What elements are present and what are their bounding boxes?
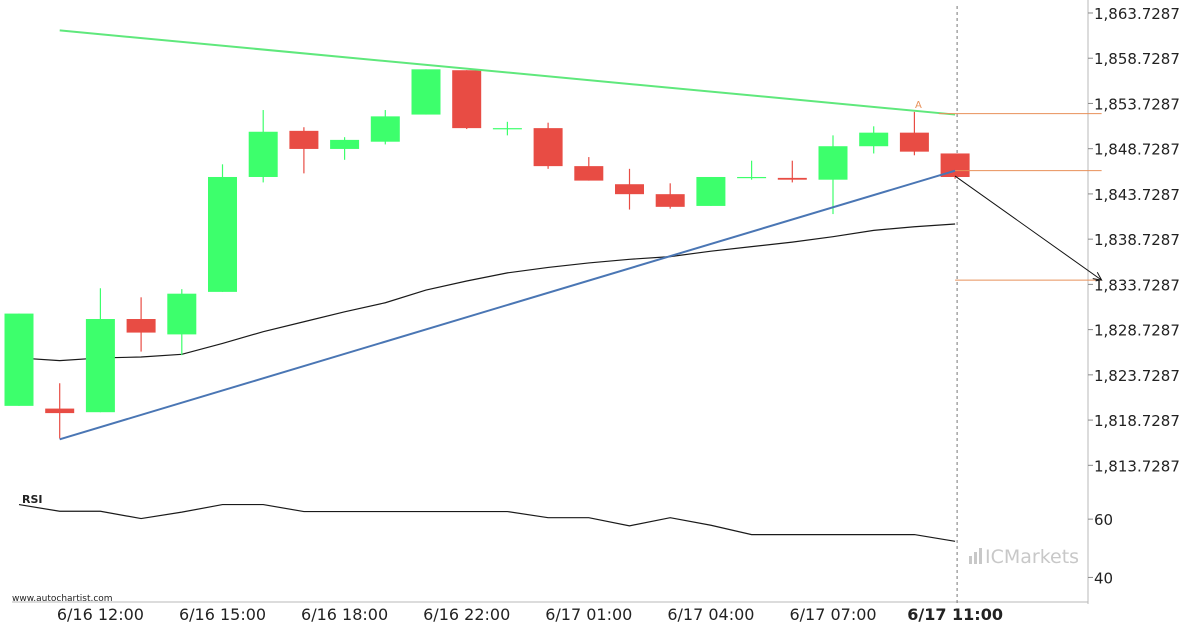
candle	[330, 137, 360, 160]
price-tick-label: 1,818.7287	[1094, 412, 1180, 430]
candle	[940, 153, 970, 179]
candle	[696, 176, 726, 206]
candle-body	[126, 319, 156, 333]
candle-body	[574, 166, 604, 181]
resistance-trendline	[59, 29, 956, 116]
price-tick-label: 1,823.7287	[1094, 367, 1180, 385]
candle	[248, 110, 278, 183]
time-tick-label: 6/17 01:00	[545, 605, 632, 624]
price-tick-label: 1,863.7287	[1094, 5, 1180, 23]
watermark: ICMarkets	[969, 546, 1079, 568]
candle-body	[655, 194, 685, 207]
candle-body	[370, 116, 400, 142]
rsi-line	[18, 503, 956, 542]
time-tick-label: 6/17 04:00	[667, 605, 754, 624]
candle-body	[45, 408, 75, 414]
candle	[167, 289, 197, 356]
forecast-arrow-head	[1092, 271, 1103, 281]
candle-body	[533, 128, 563, 167]
candle	[126, 297, 156, 352]
candle	[615, 168, 644, 210]
time-tick-label: 6/16 12:00	[57, 605, 144, 624]
candle	[859, 126, 889, 154]
candle	[208, 164, 237, 292]
candle-body	[492, 128, 522, 130]
candle-body	[737, 176, 767, 179]
candle	[411, 69, 441, 115]
source-label: www.autochartist.com	[12, 594, 113, 604]
rsi-tick-label: 60	[1094, 511, 1113, 529]
candle-body	[452, 70, 482, 129]
candle-body	[777, 177, 807, 180]
time-tick-label: 6/16 18:00	[301, 605, 388, 624]
candle-body	[330, 139, 360, 149]
axes-layer: 1,863.7287 1,858.7287 1,853.7287 1,848.7287…	[57, 5, 1180, 624]
candle-body	[411, 69, 441, 115]
price-tick-label: 1,853.7287	[1094, 95, 1180, 113]
watermark-text: ICMarkets	[985, 546, 1079, 568]
price-tick-label: 1,828.7287	[1094, 322, 1180, 340]
time-tick-label: 6/17 11:00	[907, 605, 1003, 624]
forecast-arrow-line	[954, 175, 1102, 281]
rsi-panel: RSI	[18, 493, 956, 542]
candle-body	[859, 132, 889, 147]
price-tick-label: 1,813.7287	[1094, 457, 1180, 475]
candle	[452, 70, 482, 130]
time-tick-label: 6/16 22:00	[423, 605, 510, 624]
candle	[533, 122, 563, 169]
support-trendline	[59, 169, 956, 441]
moving-average-layer	[18, 223, 956, 362]
price-tick-label: 1,838.7287	[1094, 231, 1180, 249]
candle	[370, 110, 400, 145]
price-tick-label: 1,843.7287	[1094, 186, 1180, 204]
moving-average-line	[18, 223, 956, 362]
candle-body	[208, 176, 237, 292]
candle-body	[818, 146, 848, 180]
candle	[4, 313, 34, 406]
grid-layer	[12, 0, 1089, 604]
pattern-overlay-layer: A	[59, 29, 1103, 441]
candle	[777, 160, 807, 183]
candle-body	[696, 176, 726, 206]
candle-body	[4, 313, 34, 406]
candle-body	[167, 293, 197, 335]
candle	[492, 121, 522, 136]
candle	[574, 157, 604, 181]
candle-body	[85, 319, 115, 413]
price-tick-label: 1,848.7287	[1094, 141, 1180, 159]
watermark-bars-icon	[969, 548, 982, 564]
candle-body	[289, 130, 319, 149]
price-tick-label: 1,833.7287	[1094, 276, 1180, 294]
time-tick-label: 6/17 07:00	[789, 605, 876, 624]
candle	[289, 127, 319, 174]
candle-body	[899, 132, 929, 152]
candle	[899, 111, 929, 156]
rsi-tick-label: 40	[1094, 569, 1113, 587]
candle	[818, 135, 848, 215]
price-tick-label: 1,858.7287	[1094, 50, 1180, 68]
candle	[85, 288, 115, 413]
candle	[45, 383, 75, 439]
candle-body	[248, 131, 278, 177]
rsi-label: RSI	[22, 493, 43, 506]
pattern-marker-label: A	[915, 100, 922, 111]
candle	[737, 160, 767, 180]
candle-body	[615, 184, 644, 195]
candles-layer	[4, 69, 970, 439]
candle	[655, 183, 685, 209]
time-tick-label: 6/16 15:00	[179, 605, 266, 624]
